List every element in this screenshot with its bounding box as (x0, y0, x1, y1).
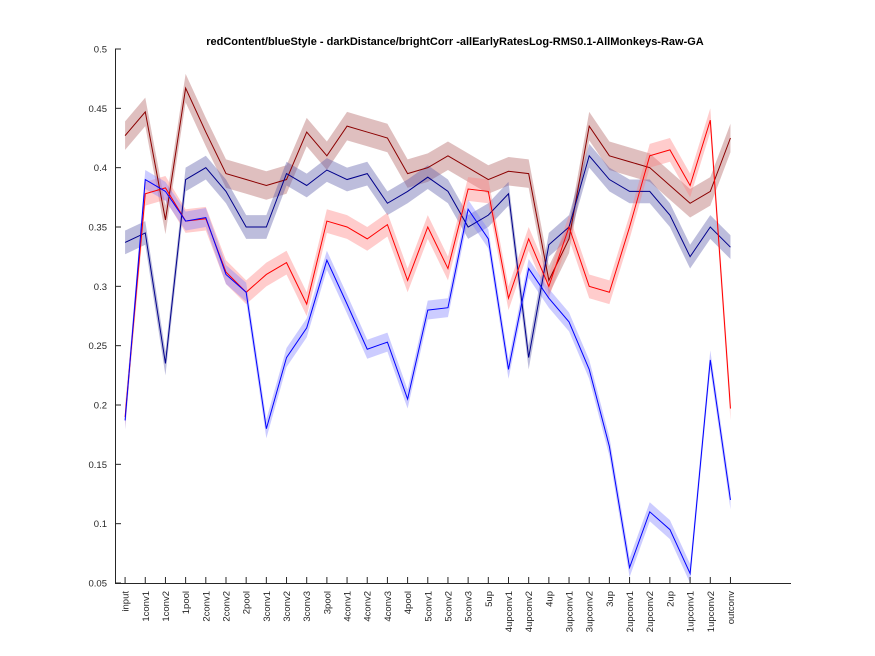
x-tick-label: 2conv2 (221, 591, 232, 622)
x-tick-label: 3conv1 (262, 591, 273, 622)
series-band-1 (125, 143, 731, 376)
x-tick-label: 1upconv1 (686, 591, 697, 632)
x-tick-label: 2up (665, 591, 676, 607)
series-lines (124, 86, 731, 576)
x-tick-label: 2pool (242, 591, 253, 614)
x-tick-label: 3upconv1 (565, 591, 576, 632)
x-tick-label: 3up (605, 591, 616, 607)
y-tick-label: 0.2 (94, 401, 107, 412)
x-tick-label: 2upconv1 (625, 591, 636, 632)
x-tick-label: 4conv2 (363, 591, 374, 622)
x-tick-label: 5conv2 (443, 591, 454, 622)
x-tick-label: 1upconv2 (706, 591, 717, 632)
x-tick-label: 2upconv2 (645, 591, 656, 632)
y-tick-label: 0.05 (89, 579, 108, 590)
chart-title: redContent/blueStyle - darkDistance/brig… (206, 36, 704, 48)
y-tick-label: 0.35 (89, 223, 108, 234)
series-band-0 (125, 73, 731, 295)
x-tick-label: 4pool (403, 591, 414, 614)
x-tick-label: 5conv3 (464, 591, 475, 622)
series-band-2 (125, 108, 731, 429)
y-tick-label: 0.5 (94, 45, 107, 56)
y-ticks: 0.05 0.1 0.15 0.2 0.25 0.3 0.35 0.4 0.45 0.5 (89, 45, 121, 590)
series-line-1 (124, 154, 731, 364)
x-tick-label: 1conv2 (161, 591, 172, 622)
x-tick-label: 2conv1 (201, 591, 212, 622)
x-tick-label: 4conv1 (343, 591, 354, 622)
y-tick-label: 0.15 (89, 460, 108, 471)
x-ticks: input 1conv1 1conv2 1pool 2conv1 2conv2 2pool 3… (121, 577, 737, 632)
x-tick-label: 3conv3 (302, 591, 313, 622)
x-tick-label: 4upconv2 (524, 591, 535, 632)
x-tick-label: 1conv1 (141, 591, 152, 622)
series-line-3 (124, 178, 731, 576)
x-tick-label: input (121, 591, 132, 612)
x-tick-label: outconv (726, 591, 737, 625)
y-tick-label: 0.45 (89, 104, 108, 115)
y-tick-label: 0.4 (94, 163, 107, 174)
axes (115, 49, 791, 584)
x-tick-label: 4upconv1 (504, 591, 515, 632)
confidence-bands (125, 73, 731, 584)
y-tick-label: 0.3 (94, 282, 107, 293)
x-tick-label: 3upconv2 (585, 591, 596, 632)
x-tick-label: 5conv1 (423, 591, 434, 622)
x-tick-label: 1pool (181, 591, 192, 614)
y-tick-label: 0.1 (94, 519, 107, 530)
x-tick-label: 3conv2 (282, 591, 293, 622)
x-tick-label: 4up (544, 591, 555, 607)
x-tick-label: 3pool (322, 591, 333, 614)
series-line-2 (124, 120, 731, 417)
series-line-0 (124, 86, 731, 282)
x-tick-label: 4conv3 (383, 591, 394, 622)
x-tick-label: 5up (484, 591, 495, 607)
y-tick-label: 0.25 (89, 341, 108, 352)
